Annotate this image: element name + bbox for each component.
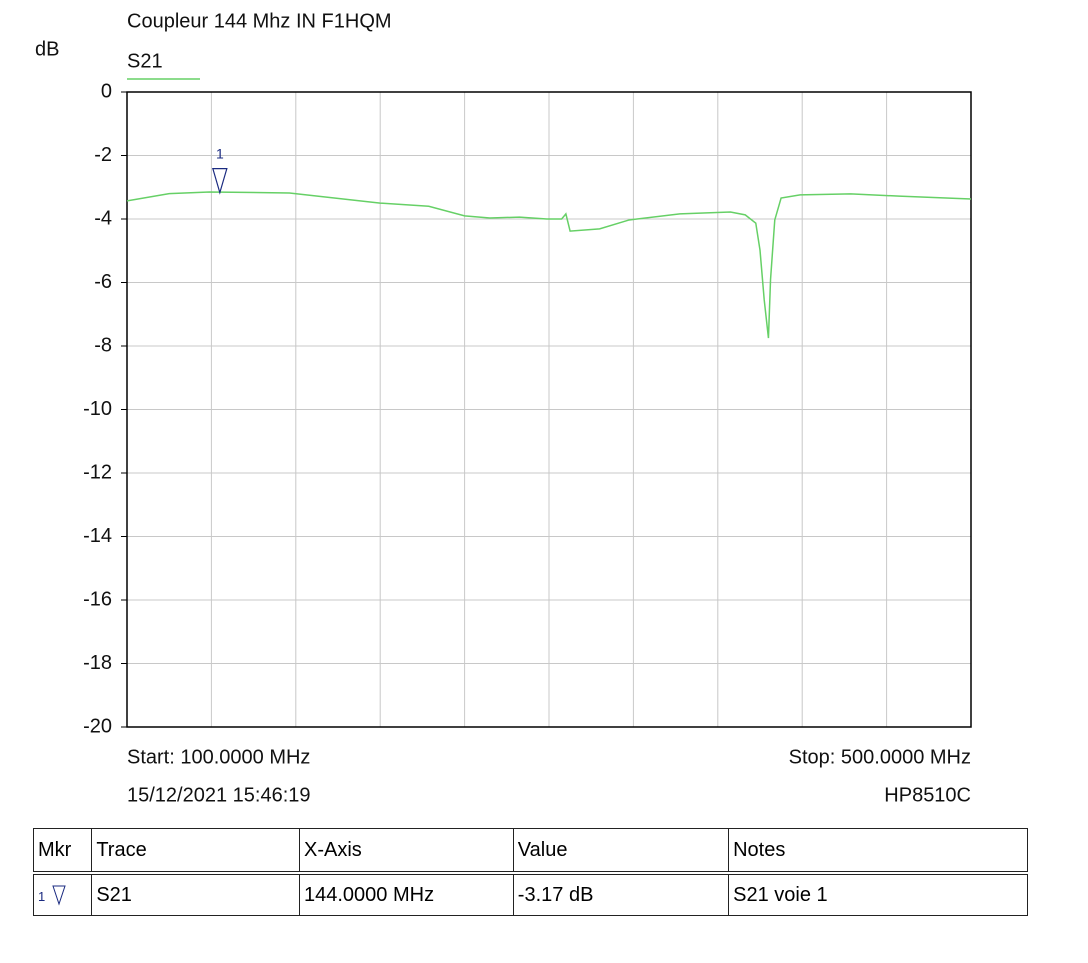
y-tick-label: -20 [83, 715, 112, 737]
table-header: Notes [728, 828, 1028, 875]
table-cell: S21 voie 1 [728, 872, 1028, 916]
plot-frame [126, 91, 972, 728]
marker-icon [52, 885, 66, 906]
table-cell: S21 [91, 872, 300, 916]
table-cell: 1 [32, 872, 93, 916]
y-tick-label: -18 [83, 652, 112, 674]
marker-label: 1 [216, 145, 224, 161]
table-header: X-Axis [298, 828, 514, 875]
chart-title: Coupleur 144 Mhz IN F1HQM [127, 10, 392, 32]
start-label: Start: 100.0000 MHz [127, 746, 310, 768]
marker-number: 1 [38, 888, 46, 904]
y-tick-label: -4 [94, 207, 112, 229]
trace-line [126, 191, 972, 339]
y-tick-label: -14 [83, 525, 112, 547]
marker [212, 168, 228, 195]
table-cell: 144.0000 MHz [298, 872, 514, 916]
timestamp: 15/12/2021 15:46:19 [127, 784, 311, 806]
y-tick-label: -6 [94, 271, 112, 293]
table-header: Mkr [32, 828, 93, 875]
y-tick-label: -2 [94, 144, 112, 166]
y-tick-label: -10 [83, 398, 112, 420]
table-cell: -3.17 dB [512, 872, 730, 916]
table-header: Trace [91, 828, 300, 875]
chart: Coupleur 144 Mhz IN F1HQM dB Start: 100.… [35, 10, 972, 806]
marker-table: Mkr Trace X-Axis Value Notes 1 S21 144.0000 MH… [32, 828, 1028, 916]
y-axis-label: dB [35, 38, 59, 60]
instrument: HP8510C [884, 784, 971, 806]
stop-label: Stop: 500.0000 MHz [789, 746, 971, 768]
legend-label: S21 [127, 50, 163, 72]
y-tick-label: 0 [101, 80, 112, 102]
y-tick-label: -8 [94, 334, 112, 356]
y-tick-label: -12 [83, 461, 112, 483]
y-tick-label: -16 [83, 588, 112, 610]
table-header: Value [512, 828, 730, 875]
